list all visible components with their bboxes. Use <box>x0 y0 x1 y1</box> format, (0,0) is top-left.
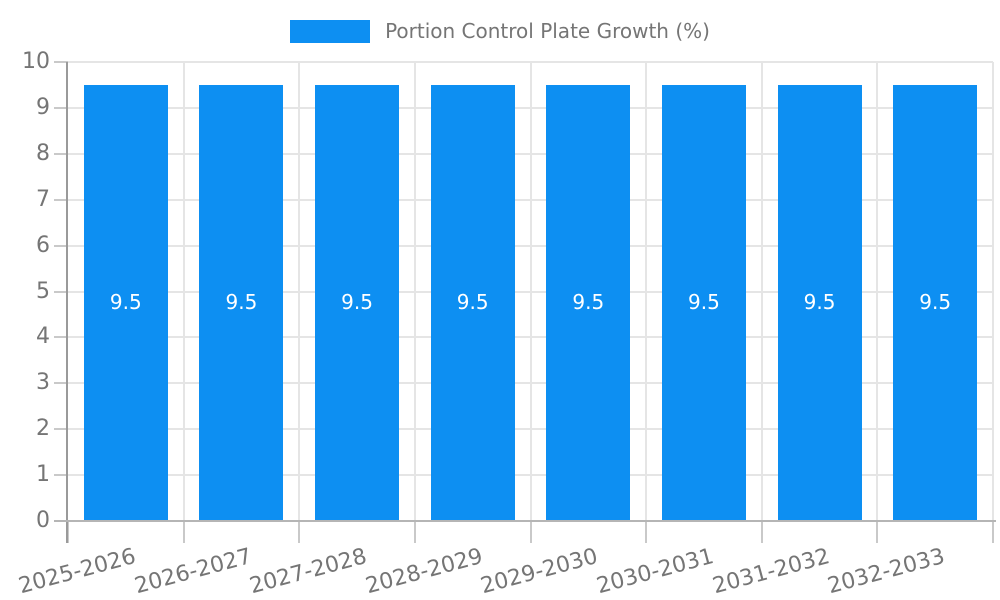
x-axis-tick <box>529 521 532 543</box>
x-axis-category-label: 2031-2032 <box>709 544 833 600</box>
v-gridline <box>298 62 301 521</box>
y-axis-tick <box>54 336 68 339</box>
y-axis-tick-label: 6 <box>36 232 50 258</box>
y-axis-tick-label: 5 <box>36 278 50 304</box>
bar <box>546 84 631 520</box>
bar-value-label: 9.5 <box>688 290 720 315</box>
v-gridline <box>413 62 416 521</box>
x-axis-category-label: 2027-2028 <box>247 544 370 600</box>
y-axis-tick-label: 3 <box>36 370 50 396</box>
y-axis-tick <box>54 382 68 385</box>
bar-value-label: 9.5 <box>572 290 605 315</box>
y-axis-tick-label: 8 <box>36 140 50 166</box>
legend-swatch <box>290 19 371 43</box>
x-axis-tick <box>413 521 416 543</box>
v-gridline <box>529 62 532 521</box>
y-axis-tick-label: 1 <box>36 462 50 488</box>
v-gridline <box>992 62 994 521</box>
y-axis-tick <box>54 290 68 293</box>
y-axis-tick-label: 2 <box>36 416 50 442</box>
y-axis-line <box>66 62 68 543</box>
y-axis-tick-label: 7 <box>36 186 50 212</box>
bar <box>893 84 978 520</box>
bar <box>315 84 400 520</box>
bar-value-label: 9.5 <box>225 290 258 315</box>
x-axis-category-label: 2026-2027 <box>131 544 254 600</box>
x-axis-tick <box>298 521 301 543</box>
bar <box>83 84 168 520</box>
v-gridline <box>876 62 879 521</box>
bar <box>661 84 746 520</box>
x-axis-tick <box>67 521 69 543</box>
bar-value-label: 9.5 <box>803 290 836 315</box>
y-axis-tick <box>54 474 68 477</box>
y-axis-tick <box>54 106 68 109</box>
y-axis-tick <box>54 61 68 63</box>
x-axis-tick <box>876 521 879 543</box>
x-axis-category-label: 2025-2026 <box>15 544 139 600</box>
y-axis-tick-label: 0 <box>36 508 50 533</box>
y-axis-tick <box>54 152 68 155</box>
v-gridline <box>182 62 185 521</box>
v-gridline <box>760 62 763 521</box>
bar <box>199 84 284 520</box>
x-axis-tick <box>645 521 648 543</box>
bar <box>430 84 515 520</box>
x-axis-tick <box>760 521 763 543</box>
y-axis-tick <box>54 198 68 201</box>
y-axis-tick <box>54 428 68 431</box>
x-axis-line <box>54 520 996 522</box>
legend: Portion Control Plate Growth (%) <box>0 19 1000 43</box>
y-axis-tick <box>54 244 68 247</box>
bar-value-label: 9.5 <box>456 290 489 315</box>
bar-value-label: 9.5 <box>109 290 142 315</box>
y-axis-tick-label: 4 <box>36 324 50 350</box>
legend-label: Portion Control Plate Growth (%) <box>385 19 710 43</box>
x-axis-category-label: 2032-2033 <box>825 544 948 600</box>
y-axis-tick-label: 10 <box>22 49 50 74</box>
x-axis-tick <box>182 521 185 543</box>
bar-value-label: 9.5 <box>341 290 373 315</box>
x-axis-tick <box>992 521 994 543</box>
bar <box>777 84 862 520</box>
bar-value-label: 9.5 <box>919 290 952 315</box>
x-axis-category-label: 2030-2031 <box>594 544 717 600</box>
x-axis-category-label: 2029-2030 <box>478 544 601 600</box>
y-axis-tick-label: 9 <box>36 94 50 120</box>
x-axis-category-label: 2028-2029 <box>362 544 486 600</box>
v-gridline <box>645 62 648 521</box>
